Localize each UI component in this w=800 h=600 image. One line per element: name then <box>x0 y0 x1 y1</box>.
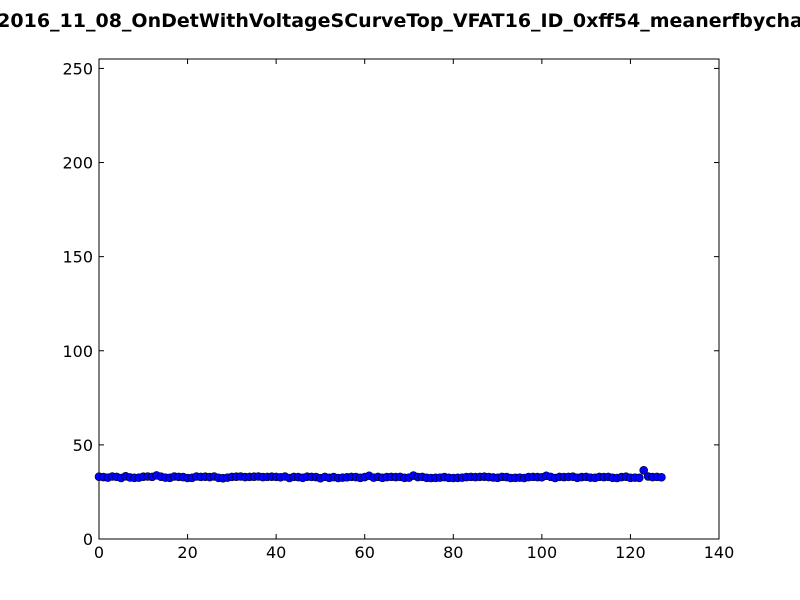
x-tick-label: 60 <box>355 543 375 562</box>
x-tick-label: 0 <box>94 543 104 562</box>
y-tick-label: 100 <box>62 342 93 361</box>
y-tick-label: 200 <box>62 154 93 173</box>
x-tick-label: 80 <box>443 543 463 562</box>
plot-frame <box>98 58 720 540</box>
data-point <box>639 465 649 475</box>
x-tick-label: 100 <box>527 543 558 562</box>
y-tick-label: 250 <box>62 59 93 78</box>
data-point <box>634 473 644 483</box>
x-tick-label: 140 <box>704 543 735 562</box>
x-tick-label: 20 <box>177 543 197 562</box>
x-axis: 0 20 40 60 80 100 120 140 <box>94 59 734 562</box>
data-points <box>94 465 666 483</box>
y-axis: 0 50 100 150 200 250 <box>62 59 719 549</box>
chart-title: 2016_11_08_OnDetWithVoltageSCurveTop_VFA… <box>0 10 800 32</box>
y-tick-label: 150 <box>62 248 93 267</box>
y-tick-label: 0 <box>83 530 93 549</box>
y-tick-label: 50 <box>73 436 93 455</box>
plot-area <box>98 58 720 540</box>
data-point <box>657 472 666 482</box>
x-tick-label: 120 <box>615 543 646 562</box>
x-tick-label: 40 <box>266 543 286 562</box>
